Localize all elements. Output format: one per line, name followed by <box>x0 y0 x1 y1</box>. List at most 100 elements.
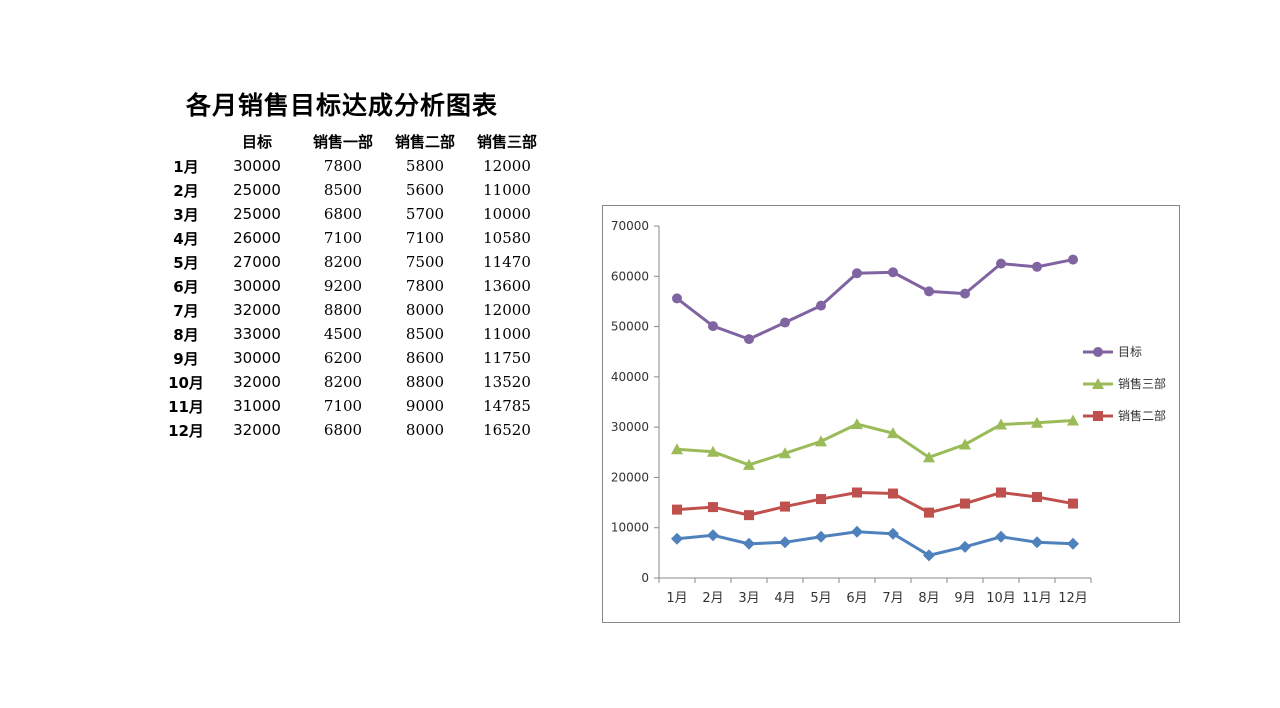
month-cell: 1月 <box>173 157 199 176</box>
sales-2-cell: 9000 <box>405 397 445 415</box>
series-目标 <box>672 254 1078 345</box>
month-cell: 2月 <box>173 181 199 200</box>
data-point <box>743 458 755 470</box>
sales-1-cell: 4500 <box>323 325 363 343</box>
table-row: 5月 27000 8200 7500 11470 <box>160 250 548 274</box>
data-point <box>888 267 898 278</box>
sales-3-cell: 12000 <box>483 157 531 175</box>
data-point <box>1032 261 1042 272</box>
month-cell: 8月 <box>173 325 199 344</box>
data-point <box>671 532 683 545</box>
data-point <box>887 427 899 439</box>
data-point <box>780 317 790 328</box>
data-point <box>671 443 683 455</box>
legend-item: 目标 <box>1083 345 1142 359</box>
table-row: 9月 30000 6200 8600 11750 <box>160 346 548 370</box>
target-cell: 30000 <box>233 349 281 367</box>
data-point <box>996 258 1006 269</box>
table-row: 3月 25000 6800 5700 10000 <box>160 202 548 226</box>
month-cell: 12月 <box>168 421 204 440</box>
data-point <box>995 418 1007 430</box>
table-row: 6月 30000 9200 7800 13600 <box>160 274 548 298</box>
sales-3-cell: 10580 <box>483 229 531 247</box>
data-point <box>672 504 682 515</box>
series-销售二部 <box>672 487 1078 521</box>
month-cell: 6月 <box>173 277 199 296</box>
data-point <box>888 488 898 499</box>
data-point <box>1032 492 1042 503</box>
table-row: 8月 33000 4500 8500 11000 <box>160 322 548 346</box>
month-cell: 9月 <box>173 349 199 368</box>
sales-3-cell: 10000 <box>483 205 531 223</box>
sales-3-cell: 13600 <box>483 277 531 295</box>
sales-2-cell: 7800 <box>405 277 445 295</box>
target-cell: 25000 <box>233 205 281 223</box>
sales-1-cell: 7100 <box>323 229 363 247</box>
sales-1-cell: 7800 <box>323 157 363 175</box>
y-tick-label: 10000 <box>611 521 649 535</box>
header-sales-1: 销售一部 <box>312 132 373 151</box>
legend-item: 销售三部 <box>1083 376 1166 391</box>
data-point <box>816 494 826 505</box>
sales-table: 目标 销售一部 销售二部 销售三部 1月 30000 7800 5800 12000 2月… <box>160 128 548 442</box>
x-tick-label: 12月 <box>1058 591 1088 606</box>
target-cell: 31000 <box>233 397 281 415</box>
data-point <box>996 487 1006 498</box>
x-tick-label: 2月 <box>702 591 723 606</box>
data-point <box>1067 537 1079 550</box>
sales-1-cell: 8500 <box>323 181 363 199</box>
x-tick-label: 9月 <box>954 591 975 606</box>
sales-1-cell: 6800 <box>323 205 363 223</box>
data-point <box>1031 536 1043 549</box>
data-point <box>1068 498 1078 509</box>
data-point <box>887 527 899 540</box>
target-cell: 32000 <box>233 421 281 439</box>
table-row: 4月 26000 7100 7100 10580 <box>160 226 548 250</box>
sales-1-cell: 6800 <box>323 421 363 439</box>
month-cell: 11月 <box>168 397 204 416</box>
y-tick-label: 30000 <box>611 420 649 434</box>
y-tick-label: 70000 <box>611 219 649 233</box>
y-tick-label: 60000 <box>611 269 649 283</box>
sales-3-cell: 11000 <box>483 181 531 199</box>
data-point <box>995 530 1007 543</box>
header-sales-3: 销售三部 <box>476 132 537 151</box>
x-tick-label: 8月 <box>918 591 939 606</box>
sales-1-cell: 7100 <box>323 397 363 415</box>
sales-1-cell: 8200 <box>323 373 363 391</box>
data-point <box>780 501 790 512</box>
sales-3-cell: 11000 <box>483 325 531 343</box>
x-tick-label: 5月 <box>810 591 831 606</box>
header-sales-2: 销售二部 <box>394 132 455 151</box>
data-point <box>779 536 791 549</box>
legend-marker <box>1093 411 1103 421</box>
target-cell: 26000 <box>233 229 281 247</box>
data-point <box>924 507 934 518</box>
sales-1-cell: 6200 <box>323 349 363 367</box>
series-line <box>676 490 1074 517</box>
legend-label: 销售二部 <box>1118 408 1166 423</box>
x-tick-label: 7月 <box>882 591 903 606</box>
data-point <box>816 300 826 311</box>
x-tick-label: 3月 <box>738 591 759 606</box>
sales-2-cell: 8800 <box>405 373 445 391</box>
target-cell: 27000 <box>233 253 281 271</box>
x-tick-label: 1月 <box>666 591 687 606</box>
data-point <box>1067 414 1079 426</box>
data-point <box>779 447 791 459</box>
header-month <box>160 128 212 154</box>
sales-1-cell: 8200 <box>323 253 363 271</box>
month-cell: 3月 <box>173 205 199 224</box>
page-title: 各月销售目标达成分析图表 <box>186 91 499 120</box>
sales-2-cell: 5700 <box>405 205 445 223</box>
sales-3-cell: 11470 <box>483 253 531 271</box>
x-tick-label: 6月 <box>846 591 867 606</box>
data-point <box>924 286 934 297</box>
data-point <box>744 334 754 345</box>
series-series-0 <box>671 525 1079 562</box>
sales-1-cell: 9200 <box>323 277 363 295</box>
data-point <box>959 438 971 450</box>
sales-3-cell: 16520 <box>483 421 531 439</box>
sales-2-cell: 8600 <box>405 349 445 367</box>
table-row: 2月 25000 8500 5600 11000 <box>160 178 548 202</box>
